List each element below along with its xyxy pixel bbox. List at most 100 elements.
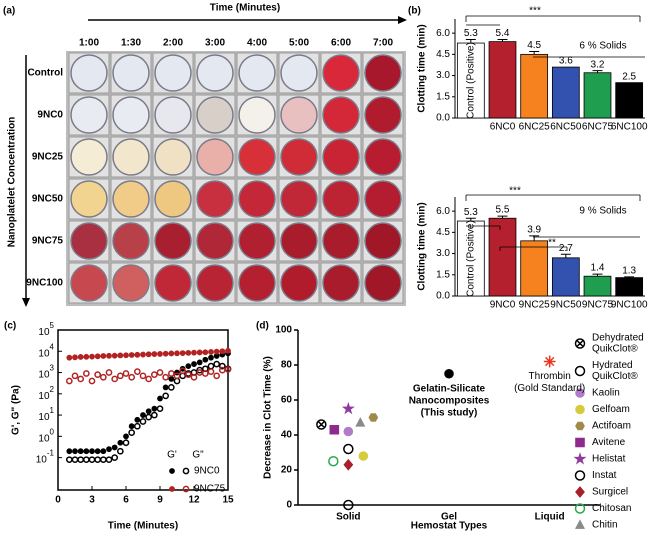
- legend-label: Kaolin: [592, 388, 620, 399]
- x-tick-label: 9NC75: [582, 300, 614, 311]
- annotation: ***: [529, 6, 541, 17]
- legend-label: Instat: [592, 470, 617, 481]
- tick-base: 10: [38, 390, 50, 401]
- well: [112, 138, 150, 176]
- legend-label: Hydrated: [592, 360, 633, 371]
- y-tick-label: 0: [286, 500, 292, 511]
- well: [238, 180, 276, 218]
- x-tick-label: 9NC50: [550, 300, 582, 311]
- data-point: [355, 417, 366, 427]
- y-tick-label: 102: [38, 385, 54, 402]
- x-tick-label: 9NC25: [519, 300, 551, 311]
- y-tick-label: 0.0: [436, 113, 450, 124]
- well: [196, 96, 234, 134]
- legend-label: Helistat: [592, 454, 626, 465]
- data-point: [162, 384, 169, 391]
- well: [70, 96, 108, 134]
- data-point: [167, 384, 175, 391]
- y-tick-label: 104: [38, 342, 54, 359]
- y-tick-label: 103: [38, 364, 54, 381]
- x-tick-label: Solid: [336, 512, 360, 523]
- y-axis-label: Decrease in Clot Time (%): [263, 356, 274, 479]
- data-point: [111, 352, 118, 359]
- x-tick-label: 6NC25: [519, 122, 551, 133]
- data-point: [72, 354, 78, 361]
- data-point: [162, 392, 170, 400]
- well: [196, 138, 234, 176]
- x-tick-label: 0: [55, 495, 61, 506]
- well: [322, 54, 360, 92]
- data-point: [106, 446, 112, 452]
- well: [196, 222, 234, 260]
- y-axis-label: Clotting time (min): [417, 202, 428, 290]
- legend-marker: [575, 519, 585, 529]
- data-point: [128, 423, 135, 430]
- well: [322, 222, 360, 260]
- data-point: [316, 419, 327, 430]
- data-point: [82, 370, 90, 377]
- panel-label: (c): [4, 321, 16, 332]
- data-point: [88, 377, 96, 385]
- data-point: [105, 456, 113, 463]
- bar: [520, 53, 549, 119]
- y-tick-label: 0.0: [436, 291, 450, 302]
- error-bar: [465, 217, 476, 222]
- value-label: 5.3: [464, 207, 478, 218]
- well: [70, 264, 108, 302]
- row-label: 9NC25: [32, 152, 64, 163]
- column-label: 7:00: [373, 38, 393, 49]
- data-point: [145, 351, 152, 358]
- y-tick-label: 3.0: [436, 70, 450, 81]
- data-point: [196, 359, 203, 366]
- y-tick-label: 1.5: [436, 269, 450, 280]
- y-tick-label: 105: [38, 321, 54, 338]
- x-tick-label: 12: [188, 495, 200, 506]
- value-label: 3.6: [559, 56, 573, 67]
- legend-label: Gelfoam: [592, 404, 630, 415]
- legend-marker: [182, 485, 190, 493]
- error-bar: [529, 51, 540, 55]
- legend-marker: [575, 388, 585, 398]
- well: [154, 180, 192, 218]
- value-label: 4.5: [527, 40, 541, 51]
- arrow-head: [398, 16, 407, 24]
- well: [70, 54, 108, 92]
- legend-marker: [574, 470, 586, 481]
- tick-exponent: 1: [50, 406, 55, 415]
- data-point: [213, 348, 220, 355]
- data-point: [145, 413, 153, 421]
- data-point: [99, 456, 107, 463]
- well: [70, 222, 108, 260]
- data-point: [117, 352, 124, 359]
- data-point: [65, 456, 73, 463]
- well: [280, 264, 318, 302]
- data-point: [89, 448, 95, 455]
- legend-label: 9NC0: [194, 466, 220, 477]
- legend-marker: [574, 338, 586, 349]
- data-point: [122, 370, 130, 377]
- x-tick-label: 9NC100: [611, 300, 648, 311]
- tick-base: 10: [38, 433, 50, 444]
- data-point: [207, 362, 215, 370]
- data-point: [94, 353, 101, 360]
- data-point: [213, 372, 221, 380]
- well: [238, 222, 276, 260]
- point-annotation: (Gold Standard): [514, 383, 585, 394]
- legend-label: QuikClot®: [592, 371, 638, 382]
- legend-marker: [575, 421, 585, 431]
- data-point: [128, 373, 136, 381]
- well: [238, 54, 276, 92]
- data-point: [123, 433, 129, 440]
- bar: [488, 41, 517, 119]
- bar: [488, 217, 517, 297]
- data-point: [134, 416, 141, 423]
- x-tick-label: 9NC0: [490, 300, 516, 311]
- well: [196, 264, 234, 302]
- point-annotation: Thrombin: [529, 371, 571, 382]
- data-point: [71, 456, 79, 463]
- well: [322, 264, 360, 302]
- data-point: [122, 439, 130, 447]
- data-point: [139, 418, 147, 425]
- data-point: [208, 349, 214, 355]
- data-point: [77, 448, 84, 455]
